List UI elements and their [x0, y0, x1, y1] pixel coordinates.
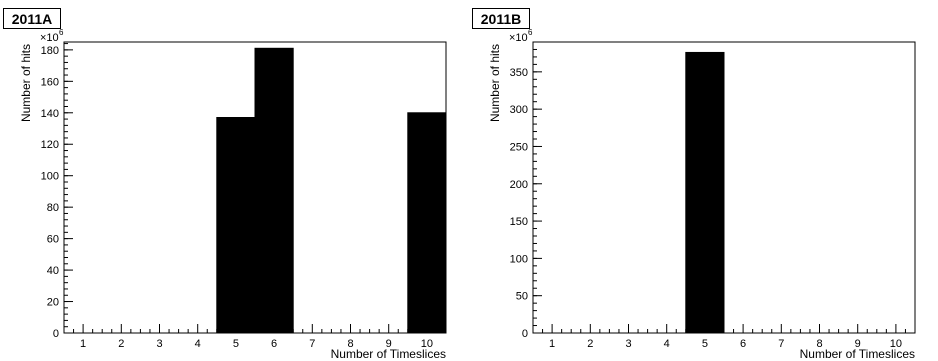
y-tick-label: 100	[41, 171, 59, 183]
y-minor-ticks	[64, 43, 68, 334]
x-axis-label: Number of Timeslices	[800, 347, 915, 361]
title-box	[3, 8, 61, 29]
x-tick-label: 2	[118, 338, 124, 350]
bar-6	[254, 47, 294, 334]
x-tick-label: 8	[816, 338, 822, 350]
bar-10	[407, 112, 447, 334]
y-tick-label: 120	[41, 139, 59, 151]
x-tick-label: 7	[778, 338, 784, 350]
histogram-panel-2011b: 2011B 0 50 100 150 200 250 300 350 1 2 3 4 5 6 7 8 9 10 Num…	[469, 0, 938, 361]
x-ticks	[63, 324, 447, 333]
x-tick-label: 5	[233, 338, 239, 350]
y-tick-label: 180	[41, 45, 59, 57]
y-axis-multiplier: ×10 6	[40, 28, 64, 44]
y-tick-label: 350	[510, 67, 528, 79]
x-tick-label: 4	[195, 338, 201, 350]
y-tick-label: 50	[516, 291, 528, 303]
x-tick-label: 7	[309, 338, 315, 350]
x-tick-label: 3	[156, 338, 162, 350]
histogram-panel-2011a: 2011A 0 20 40 60 80 100 120 140 160 180 1 2 3 4 5 6 7 8 9 10…	[3, 8, 447, 361]
y-tick-label: 0	[522, 328, 528, 340]
y-tick-label: 160	[41, 76, 59, 88]
y-tick-label: 100	[510, 253, 528, 265]
chart-title: 2011B	[472, 8, 530, 29]
x-tick-label: 1	[549, 338, 555, 350]
x-tick-label: 1	[80, 338, 86, 350]
y-axis-label: Number of hits	[488, 44, 502, 122]
y-multiplier-text: ×10	[509, 32, 528, 44]
y-tick-label: 250	[510, 141, 528, 153]
title-text: 2011A	[12, 11, 52, 27]
bar-5	[685, 51, 725, 334]
x-tick-label: 8	[347, 338, 353, 350]
x-tick-label: 9	[855, 338, 861, 350]
y-tick-label: 20	[47, 297, 59, 309]
y-tick-label: 0	[53, 328, 59, 340]
x-tick-label: 5	[702, 338, 708, 350]
x-tick-label: 9	[386, 338, 392, 350]
y-multiplier-exponent: 6	[528, 28, 533, 37]
x-tick-label: 10	[421, 338, 433, 350]
y-multiplier-text: ×10	[40, 32, 59, 44]
title-box	[472, 8, 530, 29]
title-text: 2011B	[481, 11, 521, 27]
x-tick-label: 3	[625, 338, 631, 350]
y-minor-ticks	[533, 41, 537, 334]
y-tick-label: 200	[510, 179, 528, 191]
x-tick-label: 4	[664, 338, 670, 350]
y-axis-label: Number of hits	[19, 44, 33, 122]
chart-title: 2011A	[3, 8, 61, 29]
x-tick-label: 10	[890, 338, 902, 350]
x-axis-label: Number of Timeslices	[331, 347, 446, 361]
x-tick-label: 2	[587, 338, 593, 350]
y-multiplier-exponent: 6	[59, 28, 64, 37]
y-axis-multiplier: ×10 6	[509, 28, 533, 44]
y-tick-label: 300	[510, 104, 528, 116]
y-tick-label: 40	[47, 265, 59, 277]
x-ticks	[532, 324, 916, 333]
x-tick-label: 6	[271, 338, 277, 350]
y-tick-label: 80	[47, 202, 59, 214]
histogram-2011a: 2011A 0 20 40 60 80 100 120 140 160 180 1 2 3 4 5 6 7 8 9 10…	[3, 8, 447, 361]
y-tick-label: 140	[41, 108, 59, 120]
x-tick-label: 6	[740, 338, 746, 350]
y-tick-label: 60	[47, 234, 59, 246]
y-tick-label: 150	[510, 216, 528, 228]
bar-5	[216, 117, 256, 334]
